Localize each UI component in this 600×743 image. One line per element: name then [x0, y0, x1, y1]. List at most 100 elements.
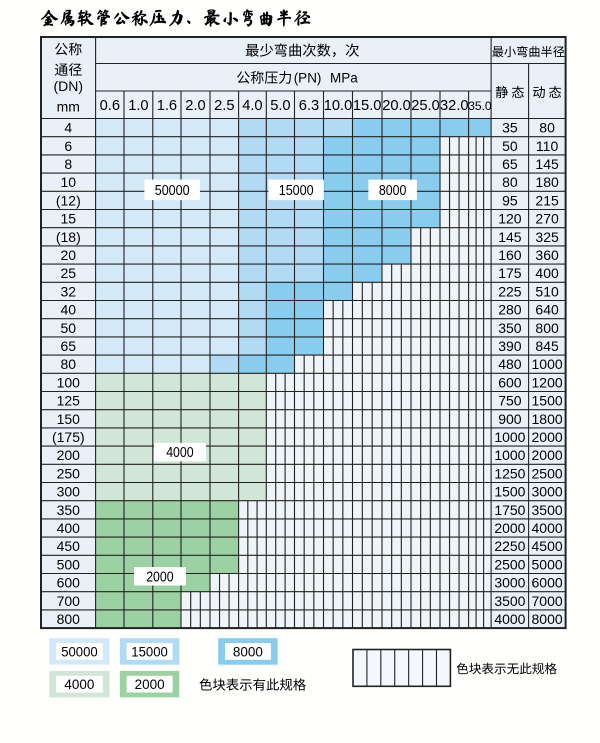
svg-text:8000: 8000 [532, 611, 563, 627]
svg-text:MPa: MPa [330, 70, 358, 85]
svg-text:65: 65 [502, 156, 518, 172]
svg-text:8000: 8000 [379, 183, 407, 199]
svg-text:80: 80 [539, 120, 555, 136]
svg-text:50000: 50000 [61, 645, 98, 661]
svg-text:6000: 6000 [532, 575, 563, 591]
svg-text:2250: 2250 [494, 538, 525, 554]
svg-text:3500: 3500 [532, 502, 563, 518]
svg-text:350: 350 [57, 502, 81, 518]
svg-text:6: 6 [64, 138, 72, 154]
svg-text:2000: 2000 [146, 569, 174, 585]
svg-text:2.0: 2.0 [185, 98, 205, 114]
svg-text:50: 50 [61, 320, 77, 336]
svg-text:640: 640 [535, 302, 559, 318]
svg-text:(175): (175) [52, 429, 85, 445]
svg-text:100: 100 [57, 374, 81, 390]
svg-text:1000: 1000 [494, 447, 525, 463]
svg-text:390: 390 [498, 338, 522, 354]
svg-text:4: 4 [64, 120, 72, 136]
svg-text:845: 845 [535, 338, 559, 354]
svg-text:800: 800 [535, 320, 559, 336]
svg-text:1000: 1000 [494, 429, 525, 445]
svg-text:15.0: 15.0 [353, 98, 382, 114]
svg-text:4.0: 4.0 [242, 98, 262, 114]
svg-text:1800: 1800 [532, 411, 563, 427]
svg-text:50000: 50000 [155, 183, 190, 199]
svg-text:4500: 4500 [532, 538, 563, 554]
svg-text:700: 700 [57, 593, 81, 609]
svg-text:25.0: 25.0 [411, 98, 440, 114]
svg-text:350: 350 [498, 320, 522, 336]
svg-text:20.0: 20.0 [382, 98, 411, 114]
svg-text:35.0: 35.0 [468, 99, 492, 113]
svg-text:80: 80 [502, 174, 518, 190]
svg-text:15: 15 [61, 211, 77, 227]
svg-text:7000: 7000 [532, 593, 563, 609]
svg-text:2500: 2500 [532, 465, 563, 481]
svg-text:80: 80 [61, 356, 77, 372]
svg-text:2000: 2000 [532, 447, 563, 463]
svg-text:500: 500 [57, 556, 81, 572]
svg-text:20: 20 [61, 247, 77, 263]
svg-text:600: 600 [57, 575, 81, 591]
svg-text:65: 65 [61, 338, 77, 354]
svg-text:15000: 15000 [131, 645, 168, 661]
svg-text:2000: 2000 [532, 429, 563, 445]
svg-text:mm: mm [57, 99, 80, 115]
svg-text:32.0: 32.0 [440, 98, 469, 114]
svg-text:1200: 1200 [532, 374, 563, 390]
svg-text:2000: 2000 [494, 520, 525, 536]
svg-text:450: 450 [57, 538, 81, 554]
svg-text:3500: 3500 [494, 593, 525, 609]
svg-text:4000: 4000 [494, 611, 525, 627]
svg-text:1250: 1250 [494, 465, 525, 481]
svg-text:125: 125 [57, 393, 81, 409]
svg-text:4000: 4000 [166, 445, 194, 461]
svg-text:1750: 1750 [494, 502, 525, 518]
svg-text:5.0: 5.0 [270, 98, 290, 114]
svg-text:1000: 1000 [532, 356, 563, 372]
svg-text:95: 95 [502, 192, 518, 208]
svg-text:3000: 3000 [532, 484, 563, 500]
svg-text:15000: 15000 [279, 183, 314, 199]
svg-text:270: 270 [535, 211, 559, 227]
svg-text:(DN): (DN) [54, 78, 84, 94]
svg-text:5000: 5000 [532, 556, 563, 572]
svg-text:200: 200 [57, 447, 81, 463]
svg-text:400: 400 [535, 265, 559, 281]
svg-text:215: 215 [535, 192, 559, 208]
svg-text:10: 10 [61, 174, 77, 190]
svg-text:40: 40 [61, 302, 77, 318]
svg-text:(18): (18) [56, 229, 81, 245]
svg-text:4000: 4000 [532, 520, 563, 536]
svg-text:175: 175 [498, 265, 522, 281]
svg-text:50: 50 [502, 138, 518, 154]
svg-text:1500: 1500 [494, 484, 525, 500]
svg-text:150: 150 [57, 411, 81, 427]
svg-text:900: 900 [498, 411, 522, 427]
svg-text:360: 360 [535, 247, 559, 263]
svg-text:1500: 1500 [532, 393, 563, 409]
svg-text:2.5: 2.5 [214, 98, 234, 114]
svg-text:8: 8 [64, 156, 72, 172]
svg-text:2000: 2000 [135, 677, 165, 693]
svg-text:280: 280 [498, 302, 522, 318]
svg-text:0.6: 0.6 [100, 98, 120, 114]
svg-text:160: 160 [498, 247, 522, 263]
svg-text:6.3: 6.3 [299, 98, 319, 114]
svg-text:8000: 8000 [233, 645, 263, 661]
svg-text:10.0: 10.0 [324, 98, 353, 114]
svg-text:2500: 2500 [494, 556, 525, 572]
svg-text:600: 600 [498, 374, 522, 390]
svg-text:750: 750 [498, 393, 522, 409]
svg-text:800: 800 [57, 611, 81, 627]
svg-text:250: 250 [57, 465, 81, 481]
svg-text:145: 145 [535, 156, 559, 172]
svg-text:145: 145 [498, 229, 522, 245]
svg-text:35: 35 [502, 120, 518, 136]
svg-text:3000: 3000 [494, 575, 525, 591]
svg-text:1.6: 1.6 [157, 98, 177, 114]
svg-text:25: 25 [61, 265, 77, 281]
svg-text:400: 400 [57, 520, 81, 536]
svg-text:110: 110 [536, 138, 559, 154]
